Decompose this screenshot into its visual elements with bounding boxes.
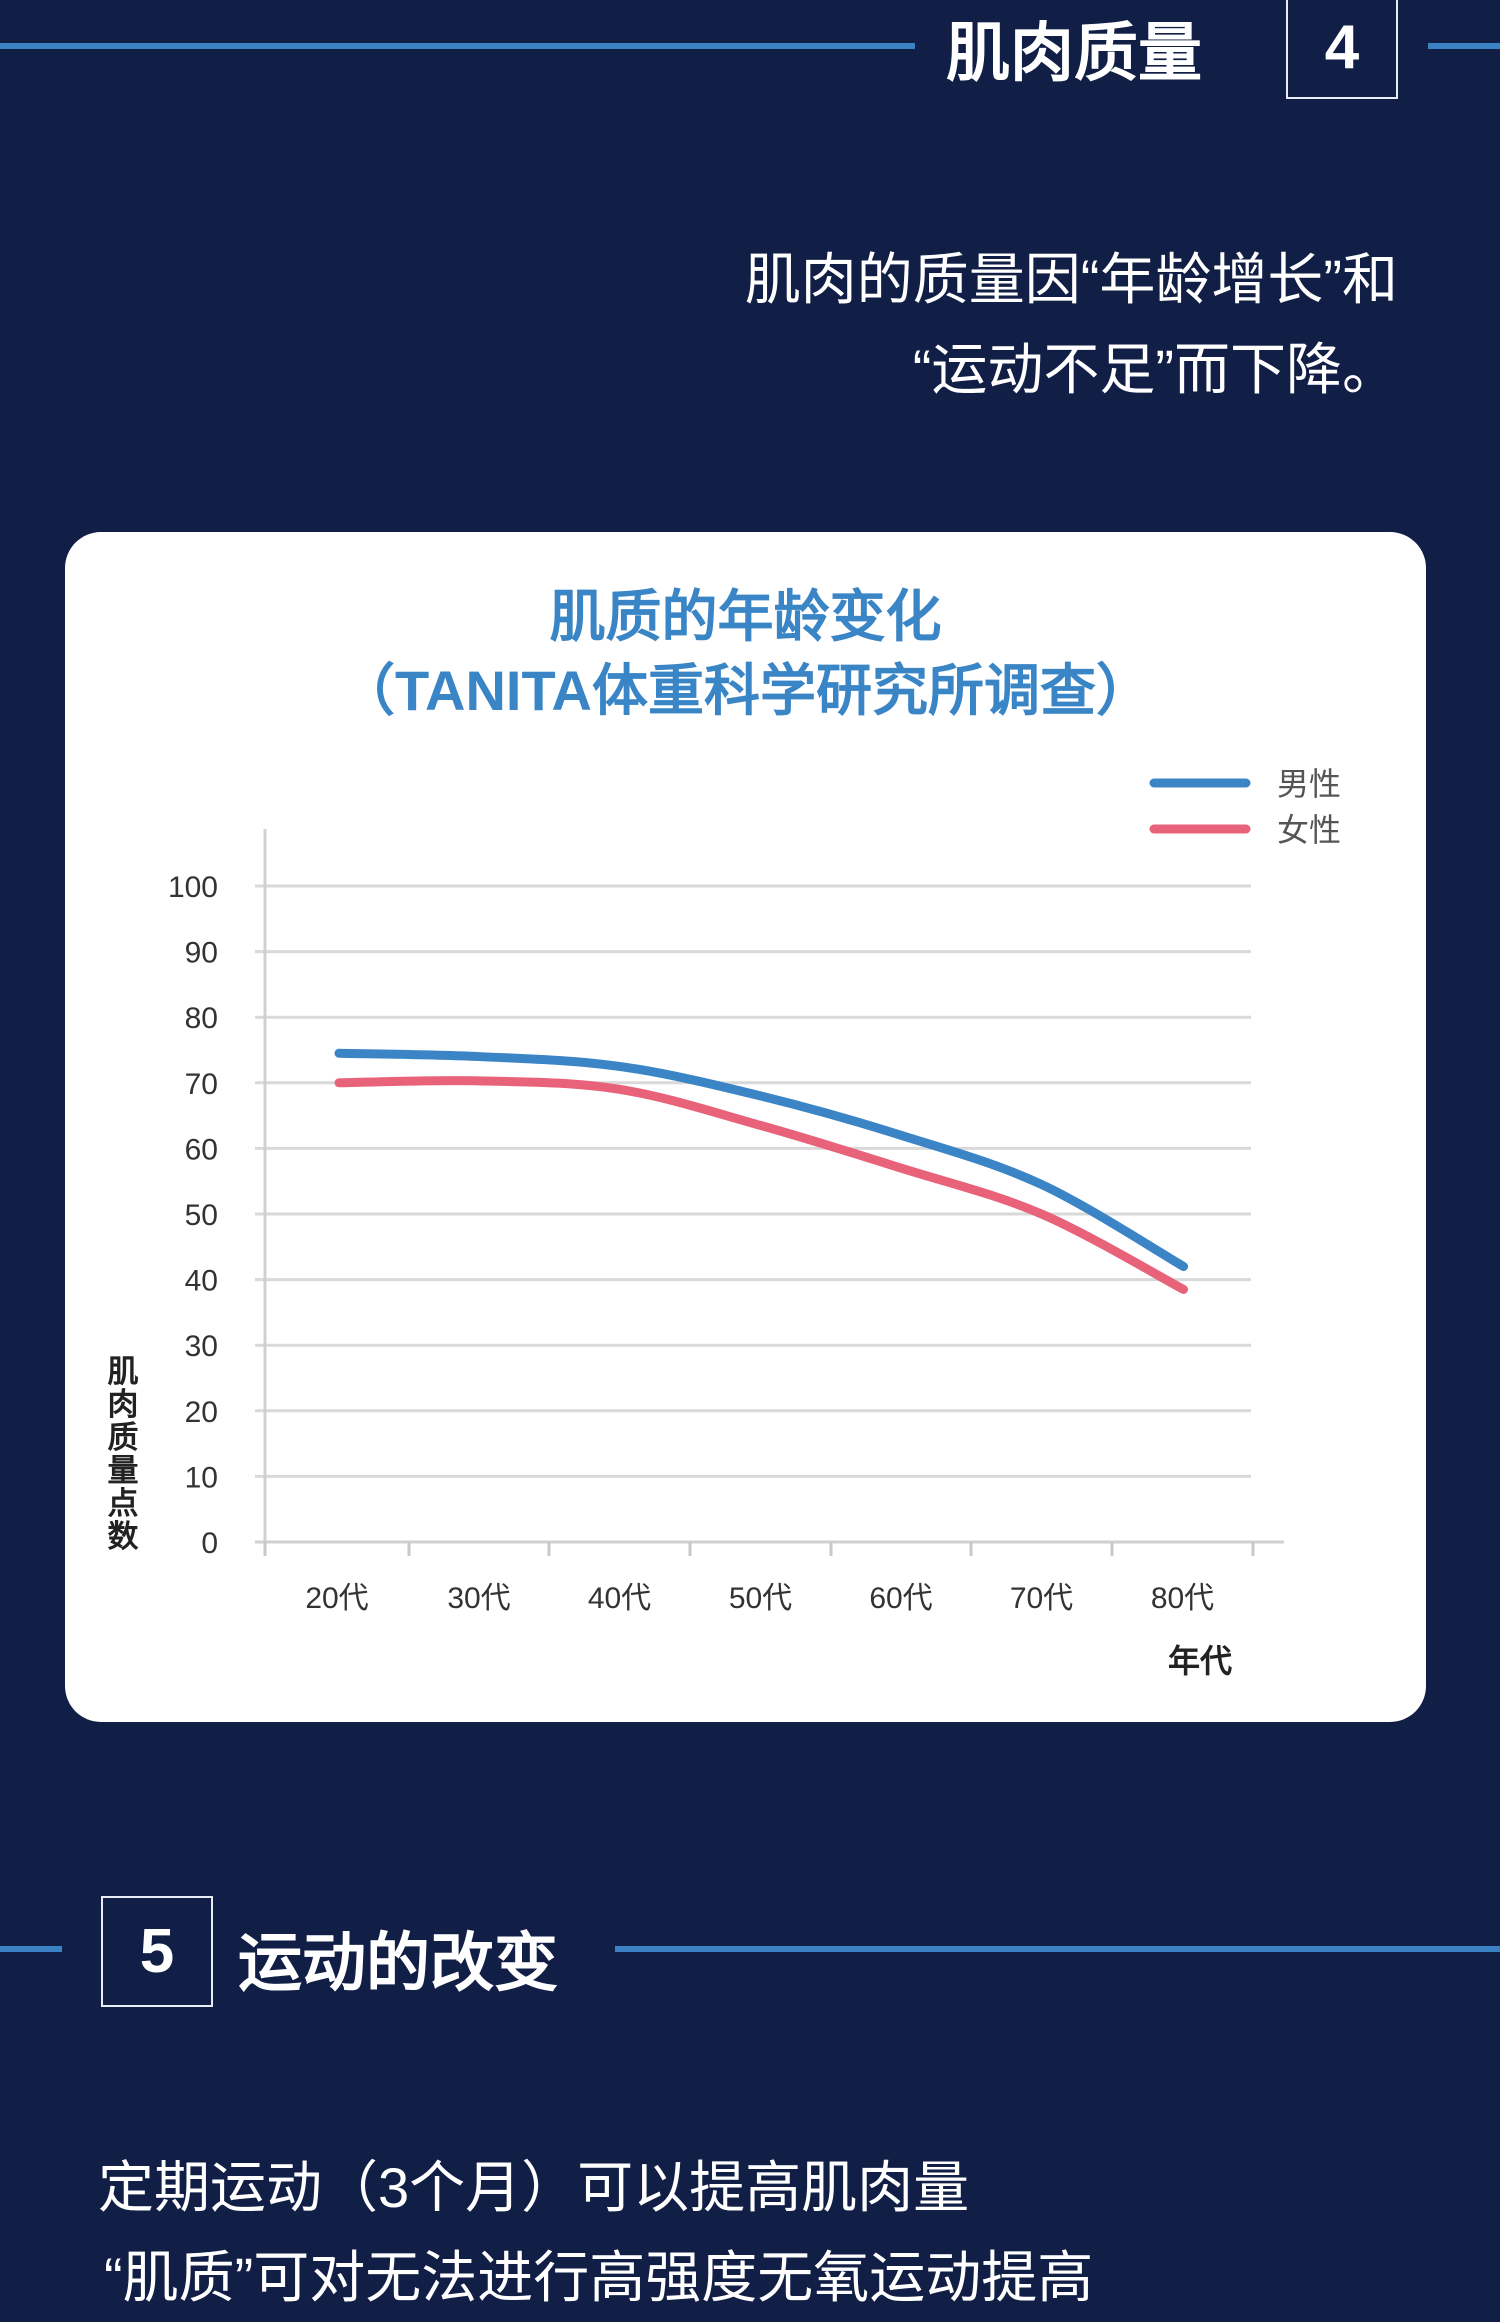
section5-divider-left (0, 1946, 62, 1952)
chart-card: 肌质的年龄变化 （TANITA体重科学研究所调查） (65, 532, 1426, 1722)
section4-text-line-1: 肌肉的质量因“年龄增长”和 (744, 248, 1398, 311)
section4-text-line-2: “运动不足”而下降。 (912, 338, 1398, 401)
section4-divider-left (0, 43, 915, 49)
chart-title: 肌质的年龄变化 (549, 585, 942, 648)
section5-number-badge: 5 (101, 1896, 213, 2007)
section5-text-line-1: 定期运动（3个月）可以提高肌肉量 (98, 2156, 970, 2219)
section4-number-badge: 4 (1286, 0, 1398, 99)
section5-title: 运动的改变 (238, 1927, 558, 1999)
section4-title: 肌肉质量 (946, 17, 1202, 89)
chart-subtitle: （TANITA体重科学研究所调查） (339, 659, 1152, 722)
section5-text-line-2: “肌质”可对无法进行高强度无氧运动提高 (104, 2246, 1094, 2309)
section5-divider-right (615, 1946, 1500, 1952)
section4-divider-right (1428, 43, 1500, 49)
